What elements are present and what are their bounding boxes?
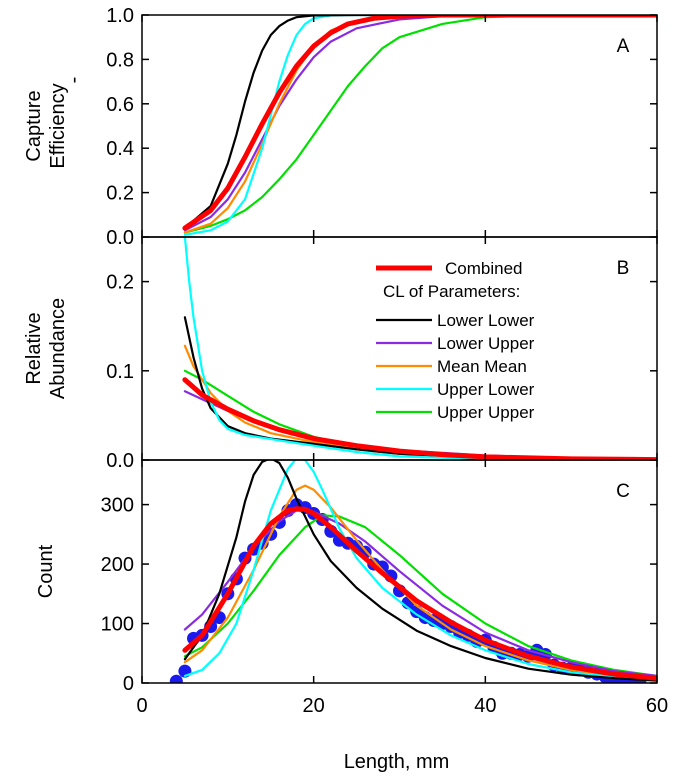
panel-c-series-upper-lower <box>183 460 657 682</box>
panel-a-y-tick-label: 0.6 <box>106 94 134 116</box>
panel-c-series-lower-lower <box>183 460 657 682</box>
panel-c-y-tick-label: 300 <box>101 495 134 517</box>
panel-b-series-upper-lower <box>183 237 657 460</box>
panel-c-y-tick-label: 0 <box>123 673 134 695</box>
panel-a-series-mean-mean <box>183 15 657 234</box>
panel-frames <box>141 14 658 684</box>
panel-c-series-mean-mean <box>183 484 657 681</box>
panel-a-y-axis-title-line: Efficiency <box>47 83 69 168</box>
panel-a-series-combined <box>182 15 657 231</box>
panel-b-y-tick-label: 0.1 <box>106 361 134 383</box>
axis-ticks <box>141 14 658 684</box>
panel-b-y-tick-label: 0.0 <box>106 450 134 472</box>
legend-label-lower-lower: Lower Lower <box>437 311 535 330</box>
panel-b-y-tick-label: 0.2 <box>106 272 134 294</box>
panel-c-y-axis-title-line: Count <box>35 544 57 598</box>
panel-c-observed-point <box>169 674 183 683</box>
panel-c-frame <box>141 459 658 684</box>
legend-label-combined: Combined <box>445 259 523 278</box>
legend-header: CL of Parameters: <box>383 282 520 301</box>
panel-c-marks <box>169 460 657 683</box>
panel-b-y-axis-title-line: Relative <box>23 312 45 384</box>
panel-a-series-upper-upper <box>183 15 657 234</box>
x-tick-label: 60 <box>646 695 668 717</box>
panel-a-series-lower-lower <box>183 15 657 230</box>
legend: Combined CL of Parameters: Lower Lower Lowe… <box>376 259 535 422</box>
panel-c-series-combined <box>182 506 657 681</box>
panel-a-series-lower-upper <box>183 15 657 232</box>
x-tick-label: 0 <box>136 695 147 717</box>
panel-b-series-lower-upper <box>183 390 657 460</box>
panel-a-y-tick-label: 0.4 <box>106 138 134 160</box>
panel-a-y-axis-title-line: Capture <box>23 90 45 161</box>
legend-label-upper-lower: Upper Lower <box>437 380 535 399</box>
legend-label-upper-upper: Upper Upper <box>437 403 535 422</box>
panel-a-frame <box>141 14 658 238</box>
panel-b-series-combined <box>182 377 657 460</box>
panel-a-y-tick-label: 0.0 <box>106 227 134 249</box>
panel-a-y-tick-label: 0.2 <box>106 183 134 205</box>
panel-c-series-lower-upper <box>183 509 657 677</box>
legend-label-lower-upper: Lower Upper <box>437 334 535 353</box>
panel-a-y-tick-label: 0.8 <box>106 49 134 71</box>
panel-c-y-tick-label: 200 <box>101 554 134 576</box>
panel-c-letter: C <box>616 481 630 502</box>
legend-label-mean-mean: Mean Mean <box>437 357 527 376</box>
data-marks <box>169 15 657 683</box>
panel-a-y-axis-title-mark: - <box>63 77 85 84</box>
panel-c-y-tick-label: 100 <box>101 614 134 636</box>
panel-a-y-tick-label: 1.0 <box>106 5 134 27</box>
panel-a-letter: A <box>617 36 630 57</box>
x-tick-label: 20 <box>303 695 325 717</box>
panel-b-series-upper-upper <box>183 369 657 460</box>
x-tick-label: 40 <box>474 695 496 717</box>
panel-b-y-axis-title-line: Abundance <box>47 298 69 399</box>
chart-text: 0.0 0.2 0.4 0.6 0.8 1.0 A Capture Efficiency- 0.0… <box>23 5 668 773</box>
panel-b-marks <box>182 237 657 460</box>
panel-b-letter: B <box>617 258 630 279</box>
panel-a-marks <box>182 15 657 236</box>
panel-b-series-mean-mean <box>183 344 657 460</box>
x-axis-title: Length, mm <box>344 751 450 773</box>
